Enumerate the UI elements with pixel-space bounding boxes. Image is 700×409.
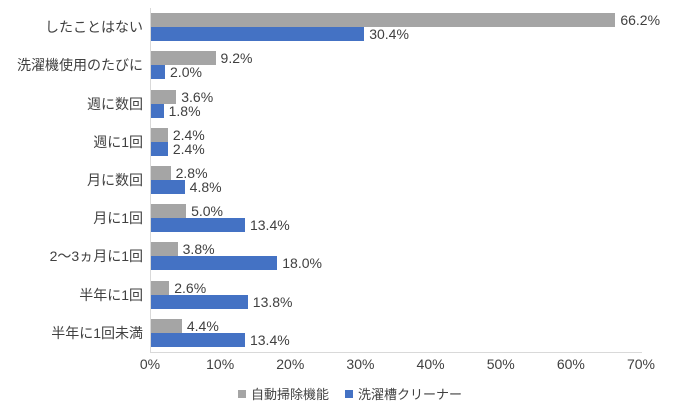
bar-row: 3.6% 1.8% (151, 84, 642, 122)
data-label: 2.6% (174, 279, 207, 296)
bar-洗濯槽クリーナー (151, 256, 278, 271)
legend-color-swatch (345, 389, 353, 398)
bar-line: 9.2% (151, 50, 642, 67)
legend-color-swatch (237, 389, 246, 398)
bar-line: 3.6% (151, 88, 642, 105)
bar-line: 30.4% (151, 26, 642, 43)
bar-line: 2.0% (151, 64, 642, 81)
bar-row: 2.8% 4.8% (151, 161, 642, 199)
bar-自動掃除機能 (151, 204, 187, 219)
data-label: 5.0% (191, 203, 223, 220)
bar-line: 13.4% (151, 331, 642, 348)
bar-line: 4.8% (151, 178, 642, 195)
bar-line: 13.4% (151, 217, 642, 234)
bar-line: 2.4% (151, 140, 642, 157)
data-label: 3.6% (181, 88, 214, 105)
x-tick-label: 0% (139, 356, 161, 372)
legend-label: 自動掃除機能 (250, 387, 329, 402)
data-label: 66.2% (620, 12, 661, 29)
bar-自動掃除機能 (151, 89, 177, 104)
data-label: 13.8% (252, 293, 293, 310)
bar-line: 5.0% (151, 203, 642, 220)
bar-洗濯槽クリーナー (151, 332, 245, 347)
x-tick-label: 30% (346, 356, 375, 372)
data-label: 18.0% (282, 255, 322, 272)
bar-line: 1.8% (151, 102, 642, 119)
bar-line: 13.8% (151, 293, 642, 310)
bar-rows: 66.2% 30.4% 9.2% 2.0% 3.6% 1.8% 2.4% 2.4% 2.8% 4.… (151, 8, 660, 352)
x-tick-label: 70% (626, 356, 656, 372)
category-label: 2～3ヵ月に1回 (49, 248, 143, 265)
bar-自動掃除機能 (151, 280, 170, 295)
bar-line: 2.8% (151, 164, 642, 181)
bar-自動掃除機能 (151, 13, 616, 28)
bar-line: 66.2% (151, 13, 660, 28)
data-label: 3.8% (182, 241, 215, 258)
bar-自動掃除機能 (151, 127, 168, 142)
bar-自動掃除機能 (151, 165, 171, 180)
bar-洗濯槽クリーナー (151, 294, 248, 309)
category-label: したことはない (45, 19, 143, 36)
x-tick-label: 10% (206, 356, 235, 372)
bar-洗濯槽クリーナー (151, 27, 365, 42)
bar-row: 2.4% 2.4% (151, 123, 642, 161)
data-label: 9.2% (220, 50, 253, 67)
data-label: 4.8% (189, 178, 222, 195)
data-label: 13.4% (249, 217, 290, 234)
category-label: 半年に1回 (79, 286, 143, 303)
bar-洗濯槽クリーナー (151, 179, 185, 194)
x-axis: 0% 10% 20% 30% 40% 50% 60% 70% (140, 356, 655, 374)
bar-row: 66.2% 30.4% (151, 8, 660, 46)
data-label: 2.4% (172, 126, 205, 143)
data-label: 2.4% (172, 140, 205, 157)
bar-洗濯槽クリーナー (151, 103, 164, 118)
legend-item: 自動掃除機能 (237, 384, 329, 403)
data-label: 1.8% (168, 102, 201, 119)
bar-洗濯槽クリーナー (151, 141, 168, 156)
x-tick-label: 20% (276, 356, 305, 372)
bar-row: 4.4% 13.4% (151, 314, 642, 352)
bar-row: 3.8% 18.0% (151, 237, 642, 275)
category-label: 洗濯機使用のたびに (17, 57, 143, 74)
data-label: 30.4% (369, 26, 409, 43)
bar-自動掃除機能 (151, 242, 178, 257)
data-label: 2.0% (170, 64, 202, 81)
legend: 自動掃除機能 洗濯槽クリーナー (0, 384, 700, 403)
bar-自動掃除機能 (151, 318, 182, 333)
category-label: 半年に1回未満 (51, 324, 143, 341)
data-label: 2.8% (175, 164, 208, 181)
data-label: 13.4% (249, 331, 290, 348)
bar-row: 2.6% 13.8% (151, 276, 642, 314)
bar-line: 2.4% (151, 126, 642, 143)
plot-area: 66.2% 30.4% 9.2% 2.0% 3.6% 1.8% 2.4% 2.4% 2.8% 4.… (150, 8, 660, 353)
bar-row: 9.2% 2.0% (151, 46, 642, 84)
x-tick-label: 40% (416, 356, 445, 372)
bar-line: 18.0% (151, 255, 642, 272)
bar-自動掃除機能 (151, 51, 216, 66)
category-label: 月に1回 (93, 210, 143, 227)
x-tick-label: 60% (556, 356, 585, 372)
bar-line: 2.6% (151, 279, 642, 296)
bar-row: 5.0% 13.4% (151, 199, 642, 237)
category-label: 月に数回 (87, 171, 143, 188)
bar-洗濯槽クリーナー (151, 65, 166, 80)
category-label: 週に1回 (93, 133, 143, 150)
bar-洗濯槽クリーナー (151, 218, 245, 233)
legend-label: 洗濯槽クリーナー (358, 387, 463, 402)
legend-item: 洗濯槽クリーナー (345, 384, 462, 403)
data-label: 4.4% (186, 317, 219, 334)
x-tick-label: 50% (486, 356, 515, 372)
bar-line: 4.4% (151, 317, 642, 334)
category-axis: したことはない洗濯機使用のたびに週に数回週に1回月に数回月に1回 2～3ヵ月に1回… (0, 8, 143, 352)
category-label: 週に数回 (87, 95, 143, 112)
bar-line: 3.8% (151, 241, 642, 258)
